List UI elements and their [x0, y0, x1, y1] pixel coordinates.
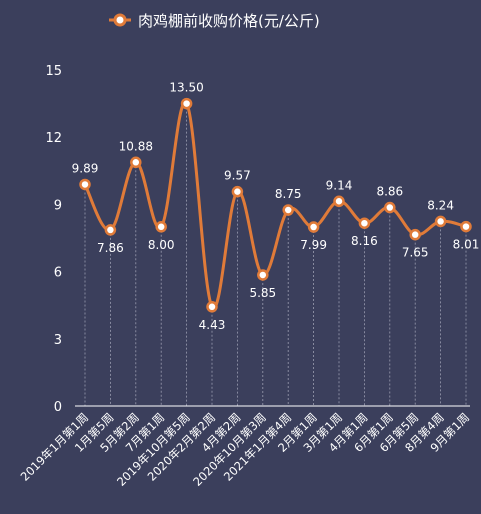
data-point[interactable]	[104, 224, 117, 236]
data-label: 8.00	[148, 238, 175, 252]
data-label: 8.01	[453, 238, 480, 252]
data-point[interactable]	[180, 97, 193, 110]
legend[interactable]: 肉鸡棚前收购价格(元/公斤)	[109, 12, 320, 30]
data-point[interactable]	[384, 201, 396, 214]
data-point[interactable]	[358, 217, 371, 229]
data-point[interactable]	[333, 195, 345, 208]
data-label: 7.86	[97, 241, 124, 255]
data-label: 8.86	[376, 185, 403, 199]
data-label: 8.16	[351, 234, 378, 248]
legend-label: 肉鸡棚前收购价格(元/公斤)	[138, 12, 320, 30]
data-label: 8.24	[427, 198, 454, 212]
data-point[interactable]	[434, 215, 447, 228]
data-point[interactable]	[231, 185, 244, 198]
data-label: 9.57	[224, 169, 251, 183]
data-label: 8.75	[275, 187, 302, 201]
y-axis-ticks: 0 3 6 9 12 15	[45, 64, 62, 415]
data-label: 4.43	[199, 318, 226, 332]
grid-lines	[84, 103, 467, 406]
data-label: 13.50	[169, 81, 203, 95]
data-labels: 9.89 7.86 10.88 8.00 13.50 4.43 9.57 5.85 8.75 7.…	[72, 81, 480, 332]
y-tick-label: 0	[54, 400, 62, 415]
y-tick-label: 3	[54, 333, 62, 348]
y-tick-label: 15	[45, 64, 62, 79]
series-line	[83, 101, 467, 310]
data-label: 7.99	[300, 238, 327, 252]
data-point[interactable]	[130, 156, 142, 169]
data-point[interactable]	[155, 221, 167, 233]
data-point[interactable]	[79, 178, 91, 191]
data-point[interactable]	[282, 204, 294, 216]
x-axis-ticks: 2019年1月第1周1月第5周5月第2周7月第1周2019年10月第5周2020…	[18, 410, 472, 489]
data-label: 10.88	[119, 139, 153, 153]
y-tick-label: 12	[45, 131, 62, 146]
data-point[interactable]	[307, 221, 320, 233]
data-label: 9.89	[72, 161, 99, 175]
data-label: 5.85	[249, 286, 276, 300]
data-point[interactable]	[206, 301, 218, 313]
data-point[interactable]	[257, 269, 269, 281]
data-label: 9.14	[326, 178, 353, 192]
y-tick-label: 6	[54, 266, 62, 281]
data-markers	[79, 97, 472, 313]
y-tick-label: 9	[54, 198, 62, 213]
data-label: 7.65	[402, 246, 429, 260]
data-point[interactable]	[460, 220, 472, 233]
legend-marker-icon	[113, 13, 127, 27]
data-point[interactable]	[409, 228, 421, 241]
